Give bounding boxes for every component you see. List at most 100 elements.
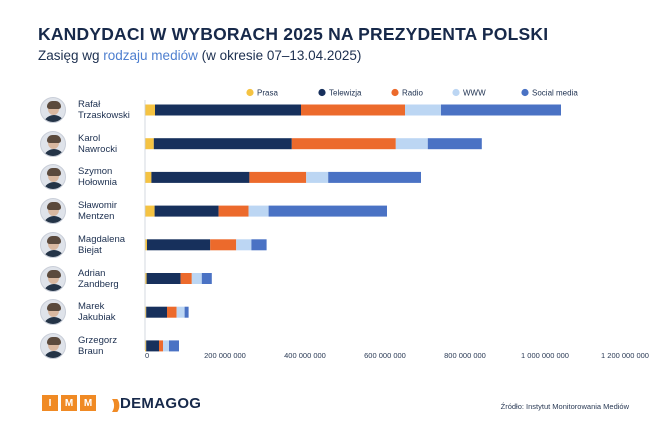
candidate-avatar	[40, 265, 66, 292]
bar-5-3	[191, 273, 202, 284]
bar-4-1	[147, 239, 211, 251]
x-tick-label-5: 1 000 000 000	[521, 351, 569, 360]
candidate-last-name: Braun	[78, 345, 104, 357]
bar-3-2	[218, 205, 249, 217]
candidate-first-name: Grzegorz	[78, 334, 118, 346]
bar-2-2	[249, 171, 307, 183]
candidate-first-name: Magdalena	[78, 233, 126, 245]
x-tick-label-3: 600 000 000	[364, 351, 406, 360]
candidate-avatar	[40, 97, 66, 123]
bar-6-0	[145, 306, 147, 318]
candidate-first-name: Adrian	[78, 267, 106, 279]
imm-logo-letter-i: I	[42, 395, 58, 411]
bar-1-1	[153, 138, 292, 150]
bar-3-1	[154, 205, 219, 217]
candidate-last-name: Jakubiak	[78, 312, 116, 324]
legend-label-2: Radio	[402, 89, 423, 98]
candidate-last-name: Trzaskowski	[78, 110, 130, 121]
bar-7-4	[169, 340, 179, 352]
x-tick-label-0: 0	[145, 351, 149, 360]
candidate-avatar	[40, 164, 66, 191]
demagog-waves-icon: )))	[112, 395, 120, 412]
bar-6-4	[184, 306, 189, 318]
candidate-avatar	[40, 231, 66, 258]
legend-marker-1	[318, 88, 326, 97]
bar-3-4	[268, 205, 387, 217]
subtitle-prefix: Zasięg wg	[38, 48, 104, 63]
bar-2-1	[151, 171, 250, 183]
bar-6-2	[167, 306, 177, 318]
candidate-name: Szymon Hołownia	[78, 166, 117, 188]
legend-label-3: WWW	[463, 89, 486, 98]
bar-4-4	[251, 239, 267, 251]
candidate-avatar	[40, 332, 66, 359]
candidate-avatar	[40, 299, 66, 326]
legend-marker-4	[521, 88, 529, 97]
legend-label-1: Telewizja	[329, 89, 362, 98]
bar-0-3	[405, 104, 441, 116]
x-tick-label-6: 1 200 000 000	[601, 351, 649, 360]
bar-2-3	[306, 171, 329, 183]
bar-5-1	[146, 273, 181, 284]
demagog-label: DEMAGOG	[120, 395, 202, 412]
bar-5-0	[145, 273, 147, 284]
bar-1-3	[395, 138, 428, 150]
bar-7-3	[163, 340, 169, 352]
bar-3-3	[248, 205, 269, 217]
bar-2-4	[328, 171, 421, 183]
candidate-last-name: Mentzen	[78, 211, 115, 223]
bar-0-1	[155, 104, 301, 116]
bar-0-2	[301, 104, 405, 116]
candidate-first-name: Karol	[78, 132, 101, 144]
bar-4-0	[145, 239, 147, 251]
legend-marker-3	[452, 88, 460, 97]
candidate-first-name: Rafał	[78, 99, 101, 110]
candidate-last-name: Hołownia	[78, 177, 118, 189]
bar-1-2	[291, 138, 396, 150]
x-tick-label-4: 800 000 000	[444, 351, 486, 360]
candidate-name: Sławomir Mentzen	[78, 200, 117, 222]
subtitle-suffix: (w okresie 07–13.04.2025)	[197, 48, 362, 63]
imm-logo-letter-m-2: M	[80, 395, 96, 411]
demagog-logo: ))) DEMAGOG	[112, 395, 201, 412]
legend-marker-0	[246, 88, 254, 97]
candidate-name: Karol Nawrocki	[78, 133, 117, 155]
candidate-first-name: Szymon	[78, 166, 113, 178]
candidate-avatar	[40, 198, 66, 225]
legend-label-0: Prasa	[257, 89, 278, 98]
chart-subtitle: Zasięg wg rodzaju mediów (w okresie 07–1…	[38, 48, 361, 63]
subtitle-highlight: rodzaju mediów	[103, 48, 198, 63]
legend-marker-2	[391, 88, 399, 97]
candidate-name: Grzegorz Braun	[78, 335, 117, 357]
candidate-last-name: Nawrocki	[78, 143, 118, 155]
imm-logo: I M M	[42, 395, 98, 411]
x-tick-label-1: 200 000 000	[204, 351, 246, 360]
candidate-last-name: Biejat	[78, 244, 102, 256]
bar-4-2	[210, 239, 237, 251]
bar-7-2	[159, 340, 163, 352]
candidate-avatar	[40, 130, 66, 157]
candidate-first-name: Sławomir	[78, 200, 118, 212]
candidate-name: Marek Jakubiak	[78, 301, 116, 323]
bar-1-4	[427, 138, 482, 150]
bar-7-0	[145, 340, 147, 352]
legend-label-4: Social media	[532, 89, 578, 98]
source-note: Źródło: Instytut Monitorowania Mediów	[500, 402, 629, 411]
chart-title: KANDYDACI W WYBORACH 2025 NA PREZYDENTA …	[38, 24, 549, 44]
x-tick-label-2: 400 000 000	[284, 351, 326, 360]
bar-5-4	[201, 273, 212, 284]
bar-3-0	[145, 205, 155, 217]
bar-5-2	[180, 273, 192, 284]
imm-logo-letter-m: M	[61, 395, 77, 411]
candidate-name: Rafał Trzaskowski	[78, 99, 130, 121]
candidate-first-name: Marek	[78, 301, 105, 313]
bar-1-0	[145, 138, 154, 150]
bar-0-0	[145, 104, 155, 116]
candidate-last-name: Zandberg	[78, 278, 119, 290]
candidate-name: Adrian Zandberg	[78, 268, 119, 290]
bar-6-3	[176, 306, 185, 318]
bar-4-3	[236, 239, 252, 251]
bar-0-4	[441, 104, 561, 116]
candidate-name: Magdalena Biejat	[78, 234, 125, 256]
